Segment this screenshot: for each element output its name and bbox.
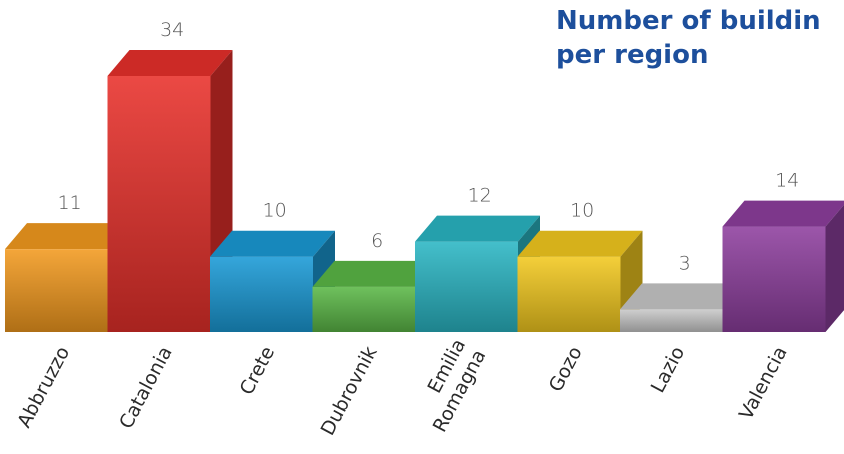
chart-title-line-1: Number of buildin xyxy=(556,6,821,36)
value-label-lazio: 3 xyxy=(679,252,691,274)
bar-top-dubrovnik xyxy=(312,260,438,287)
bar-top-crete xyxy=(210,230,335,257)
bar-top-emilia-romagna xyxy=(415,215,540,242)
value-labels-layer: 11 34 10 6 12 10 3 14 xyxy=(58,19,800,274)
value-label-valencia: 14 xyxy=(775,170,799,192)
bar-top-lazio xyxy=(620,283,745,310)
category-label-crete: Crete xyxy=(236,343,280,399)
bar-front-gozo xyxy=(517,256,621,332)
bar-front-valencia xyxy=(722,226,826,332)
value-label-emilia-romagna: 12 xyxy=(468,185,492,207)
bar-front-abbruzzo xyxy=(5,249,108,332)
category-label-lazio: Lazio xyxy=(647,343,689,397)
bar-top-valencia xyxy=(722,200,844,227)
category-labels-layer: Abbruzzo Catalonia Crete Dubrovnik EmiliaRom… xyxy=(13,335,791,439)
value-label-catalonia: 34 xyxy=(160,19,184,41)
category-label-abbruzzo: Abbruzzo xyxy=(13,343,74,432)
bar-front-lazio xyxy=(620,309,723,332)
bar-top-catalonia xyxy=(107,50,233,76)
category-label-emilia-romagna: EmiliaRomagna xyxy=(408,335,490,435)
category-label-valencia: Valencia xyxy=(735,343,792,424)
value-label-crete: 10 xyxy=(263,200,287,222)
value-label-abbruzzo: 11 xyxy=(58,192,82,214)
bar-front-dubrovnik xyxy=(312,286,416,332)
bar-top-gozo xyxy=(517,230,643,257)
bar-front-emilia-romagna xyxy=(415,241,518,332)
bar-side-valencia xyxy=(825,204,844,332)
bar-front-catalonia xyxy=(107,76,211,332)
value-label-gozo: 10 xyxy=(570,200,594,222)
category-label-catalonia: Catalonia xyxy=(115,343,177,433)
bar-top-abbruzzo xyxy=(5,223,130,250)
bars-layer xyxy=(5,50,844,332)
category-label-gozo: Gozo xyxy=(545,343,587,396)
bar-valencia xyxy=(722,200,844,332)
bar-gozo xyxy=(517,230,643,332)
chart-title-line-2: per region xyxy=(556,40,709,70)
chart-title: Number of buildin per region xyxy=(556,4,844,72)
category-label-dubrovnik: Dubrovnik xyxy=(317,343,382,439)
value-label-dubrovnik: 6 xyxy=(371,230,383,252)
bar-front-crete xyxy=(210,256,313,332)
